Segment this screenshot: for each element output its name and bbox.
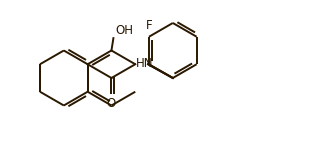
Text: OH: OH — [115, 24, 133, 37]
Text: F: F — [146, 19, 152, 32]
Text: HN: HN — [136, 57, 154, 70]
Text: O: O — [107, 97, 116, 110]
